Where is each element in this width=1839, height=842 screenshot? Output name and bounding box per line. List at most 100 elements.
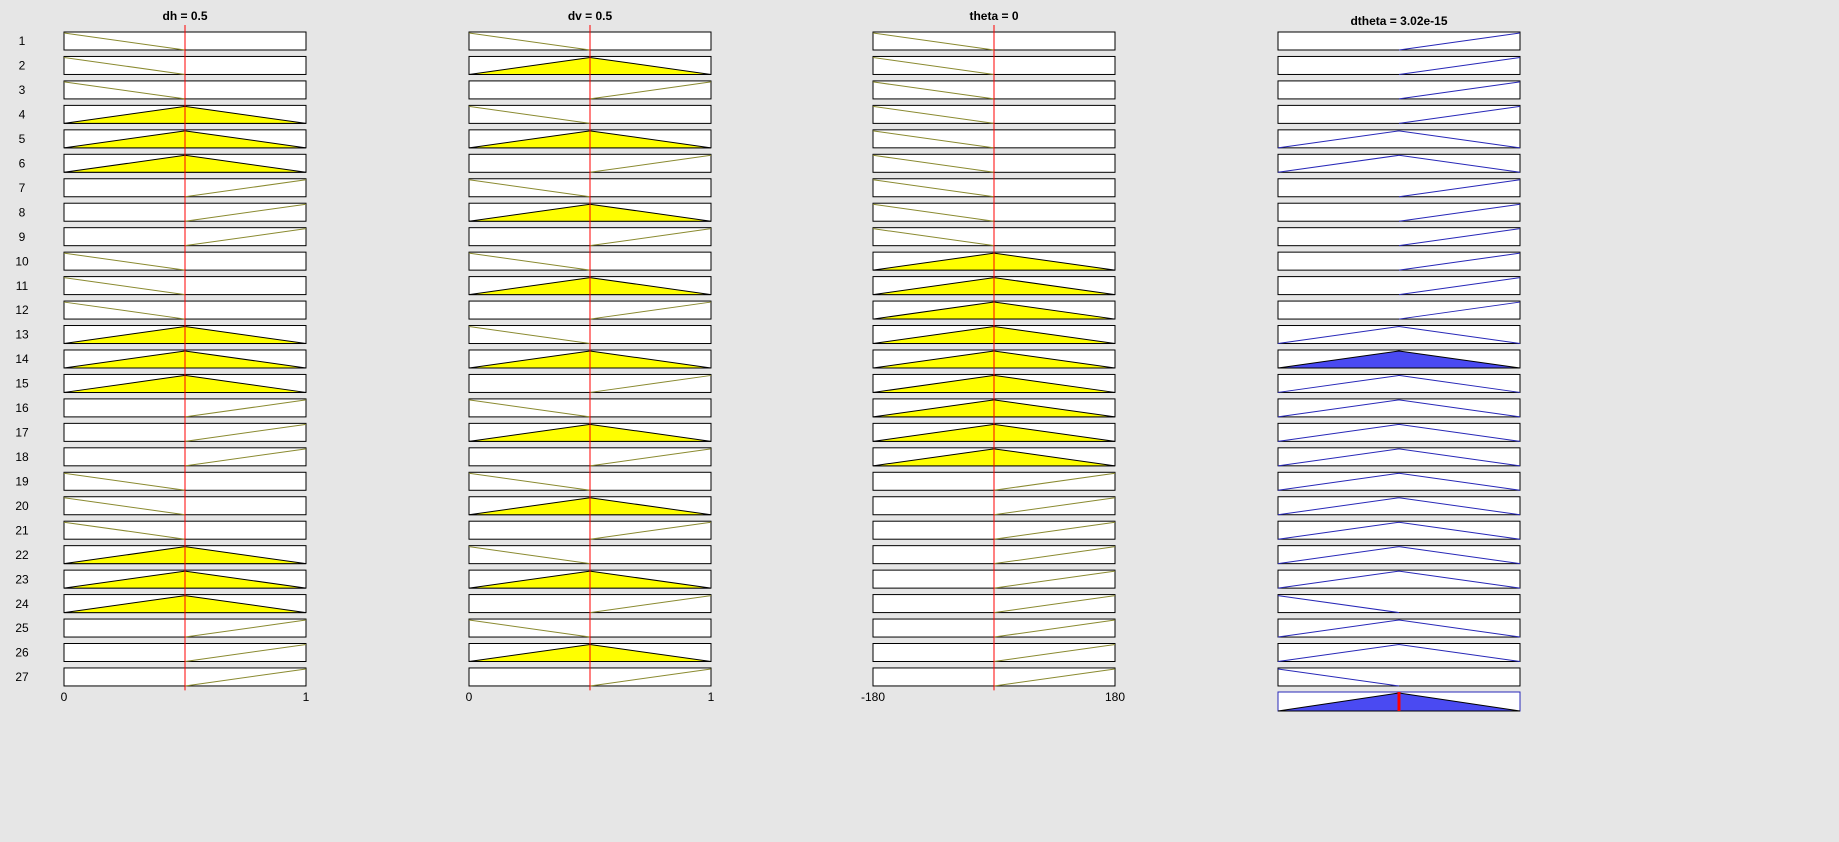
mf-line xyxy=(1277,130,1521,149)
mf-box xyxy=(1277,129,1521,149)
mf-line xyxy=(1277,546,1521,565)
mf-line xyxy=(872,228,995,247)
mf-line xyxy=(1277,619,1521,638)
mf-line xyxy=(1398,179,1521,198)
mf-box xyxy=(1277,422,1521,442)
mf-line xyxy=(993,668,1116,687)
mf-line xyxy=(1398,301,1521,320)
mf-line xyxy=(1398,252,1521,271)
mf-box xyxy=(1277,496,1521,516)
mf-box xyxy=(1277,276,1521,296)
rule-number: 18 xyxy=(15,450,29,464)
rule-number: 17 xyxy=(15,426,29,440)
mf-line xyxy=(1277,448,1521,467)
rule-number: 11 xyxy=(16,279,29,293)
mf-line xyxy=(872,179,995,198)
mf-line xyxy=(589,374,712,393)
x-tick-label: 0 xyxy=(466,690,473,704)
mf-line xyxy=(63,56,186,75)
mf-line xyxy=(872,130,995,149)
mf-line xyxy=(1398,81,1521,100)
mf-line xyxy=(993,521,1116,540)
mf-box xyxy=(1277,80,1521,100)
mf-line xyxy=(872,56,995,75)
mf-box xyxy=(1277,618,1521,638)
mf-box xyxy=(1277,31,1521,51)
mf-line xyxy=(993,570,1116,589)
mf-line xyxy=(184,203,307,222)
mf-line xyxy=(1277,521,1521,540)
mf-line xyxy=(468,546,591,565)
mf-line xyxy=(993,595,1116,614)
mf-line xyxy=(589,301,712,320)
mf-line xyxy=(589,81,712,100)
mf-line xyxy=(63,81,186,100)
rule-number: 22 xyxy=(15,548,29,562)
mf-line xyxy=(1277,668,1400,687)
mf-line xyxy=(1277,595,1400,614)
x-tick-label: -180 xyxy=(861,690,885,704)
rule-number: 8 xyxy=(19,205,26,219)
mf-line xyxy=(63,497,186,516)
rule-number: 2 xyxy=(19,59,26,73)
mf-box xyxy=(1277,178,1521,198)
mf-box xyxy=(1277,153,1521,173)
mf-line xyxy=(1277,497,1521,516)
mf-line xyxy=(993,497,1116,516)
x-tick-label: 0 xyxy=(61,690,68,704)
mf-line xyxy=(184,644,307,662)
mf-box xyxy=(1277,569,1521,589)
rule-number: 9 xyxy=(19,230,26,244)
mf-box xyxy=(1277,202,1521,222)
mf-line xyxy=(1398,203,1521,222)
mf-line xyxy=(993,619,1116,638)
mf-line xyxy=(468,399,591,418)
mf-line xyxy=(1277,570,1521,589)
mf-line xyxy=(872,32,995,51)
mf-line xyxy=(1277,472,1521,491)
mf-line xyxy=(468,472,591,491)
mf-line xyxy=(63,277,186,296)
mf-line xyxy=(1277,399,1521,418)
mf-line xyxy=(468,179,591,198)
mf-line xyxy=(1398,56,1521,75)
mf-line xyxy=(184,423,307,442)
mf-box xyxy=(1277,325,1521,345)
mf-line xyxy=(1398,277,1521,296)
column-title: dh = 0.5 xyxy=(162,9,207,23)
mf-box xyxy=(1277,300,1521,320)
rule-number: 4 xyxy=(19,108,26,122)
mf-line xyxy=(184,668,307,687)
mf-line xyxy=(589,521,712,540)
mf-box xyxy=(1277,471,1521,491)
rule-number: 1 xyxy=(19,34,26,48)
mf-box xyxy=(1277,104,1521,124)
mf-line xyxy=(63,32,186,51)
rule-number: 23 xyxy=(15,572,29,586)
rule-number: 15 xyxy=(15,377,29,391)
mf-line xyxy=(872,81,995,100)
mf-line xyxy=(63,521,186,540)
mf-line xyxy=(589,228,712,247)
mf-line xyxy=(184,399,307,418)
mf-box xyxy=(1277,594,1521,614)
rule-number: 5 xyxy=(19,132,26,146)
column-title: dtheta = 3.02e-15 xyxy=(1350,14,1447,28)
mf-line xyxy=(63,301,186,320)
rule-number: 26 xyxy=(15,646,29,660)
x-tick-label: 1 xyxy=(708,690,715,704)
mf-line xyxy=(872,203,995,222)
mf-line xyxy=(872,105,995,124)
mf-box xyxy=(1277,545,1521,565)
mf-line xyxy=(1398,32,1521,51)
rule-number: 7 xyxy=(19,181,26,195)
mf-box xyxy=(1277,55,1521,75)
mf-line xyxy=(468,32,591,51)
rule-number: 13 xyxy=(15,328,29,342)
rule-number: 12 xyxy=(15,303,29,317)
mf-box xyxy=(1277,373,1521,393)
mf-line xyxy=(1398,228,1521,247)
mf-line xyxy=(872,154,995,173)
mf-line xyxy=(184,448,307,467)
